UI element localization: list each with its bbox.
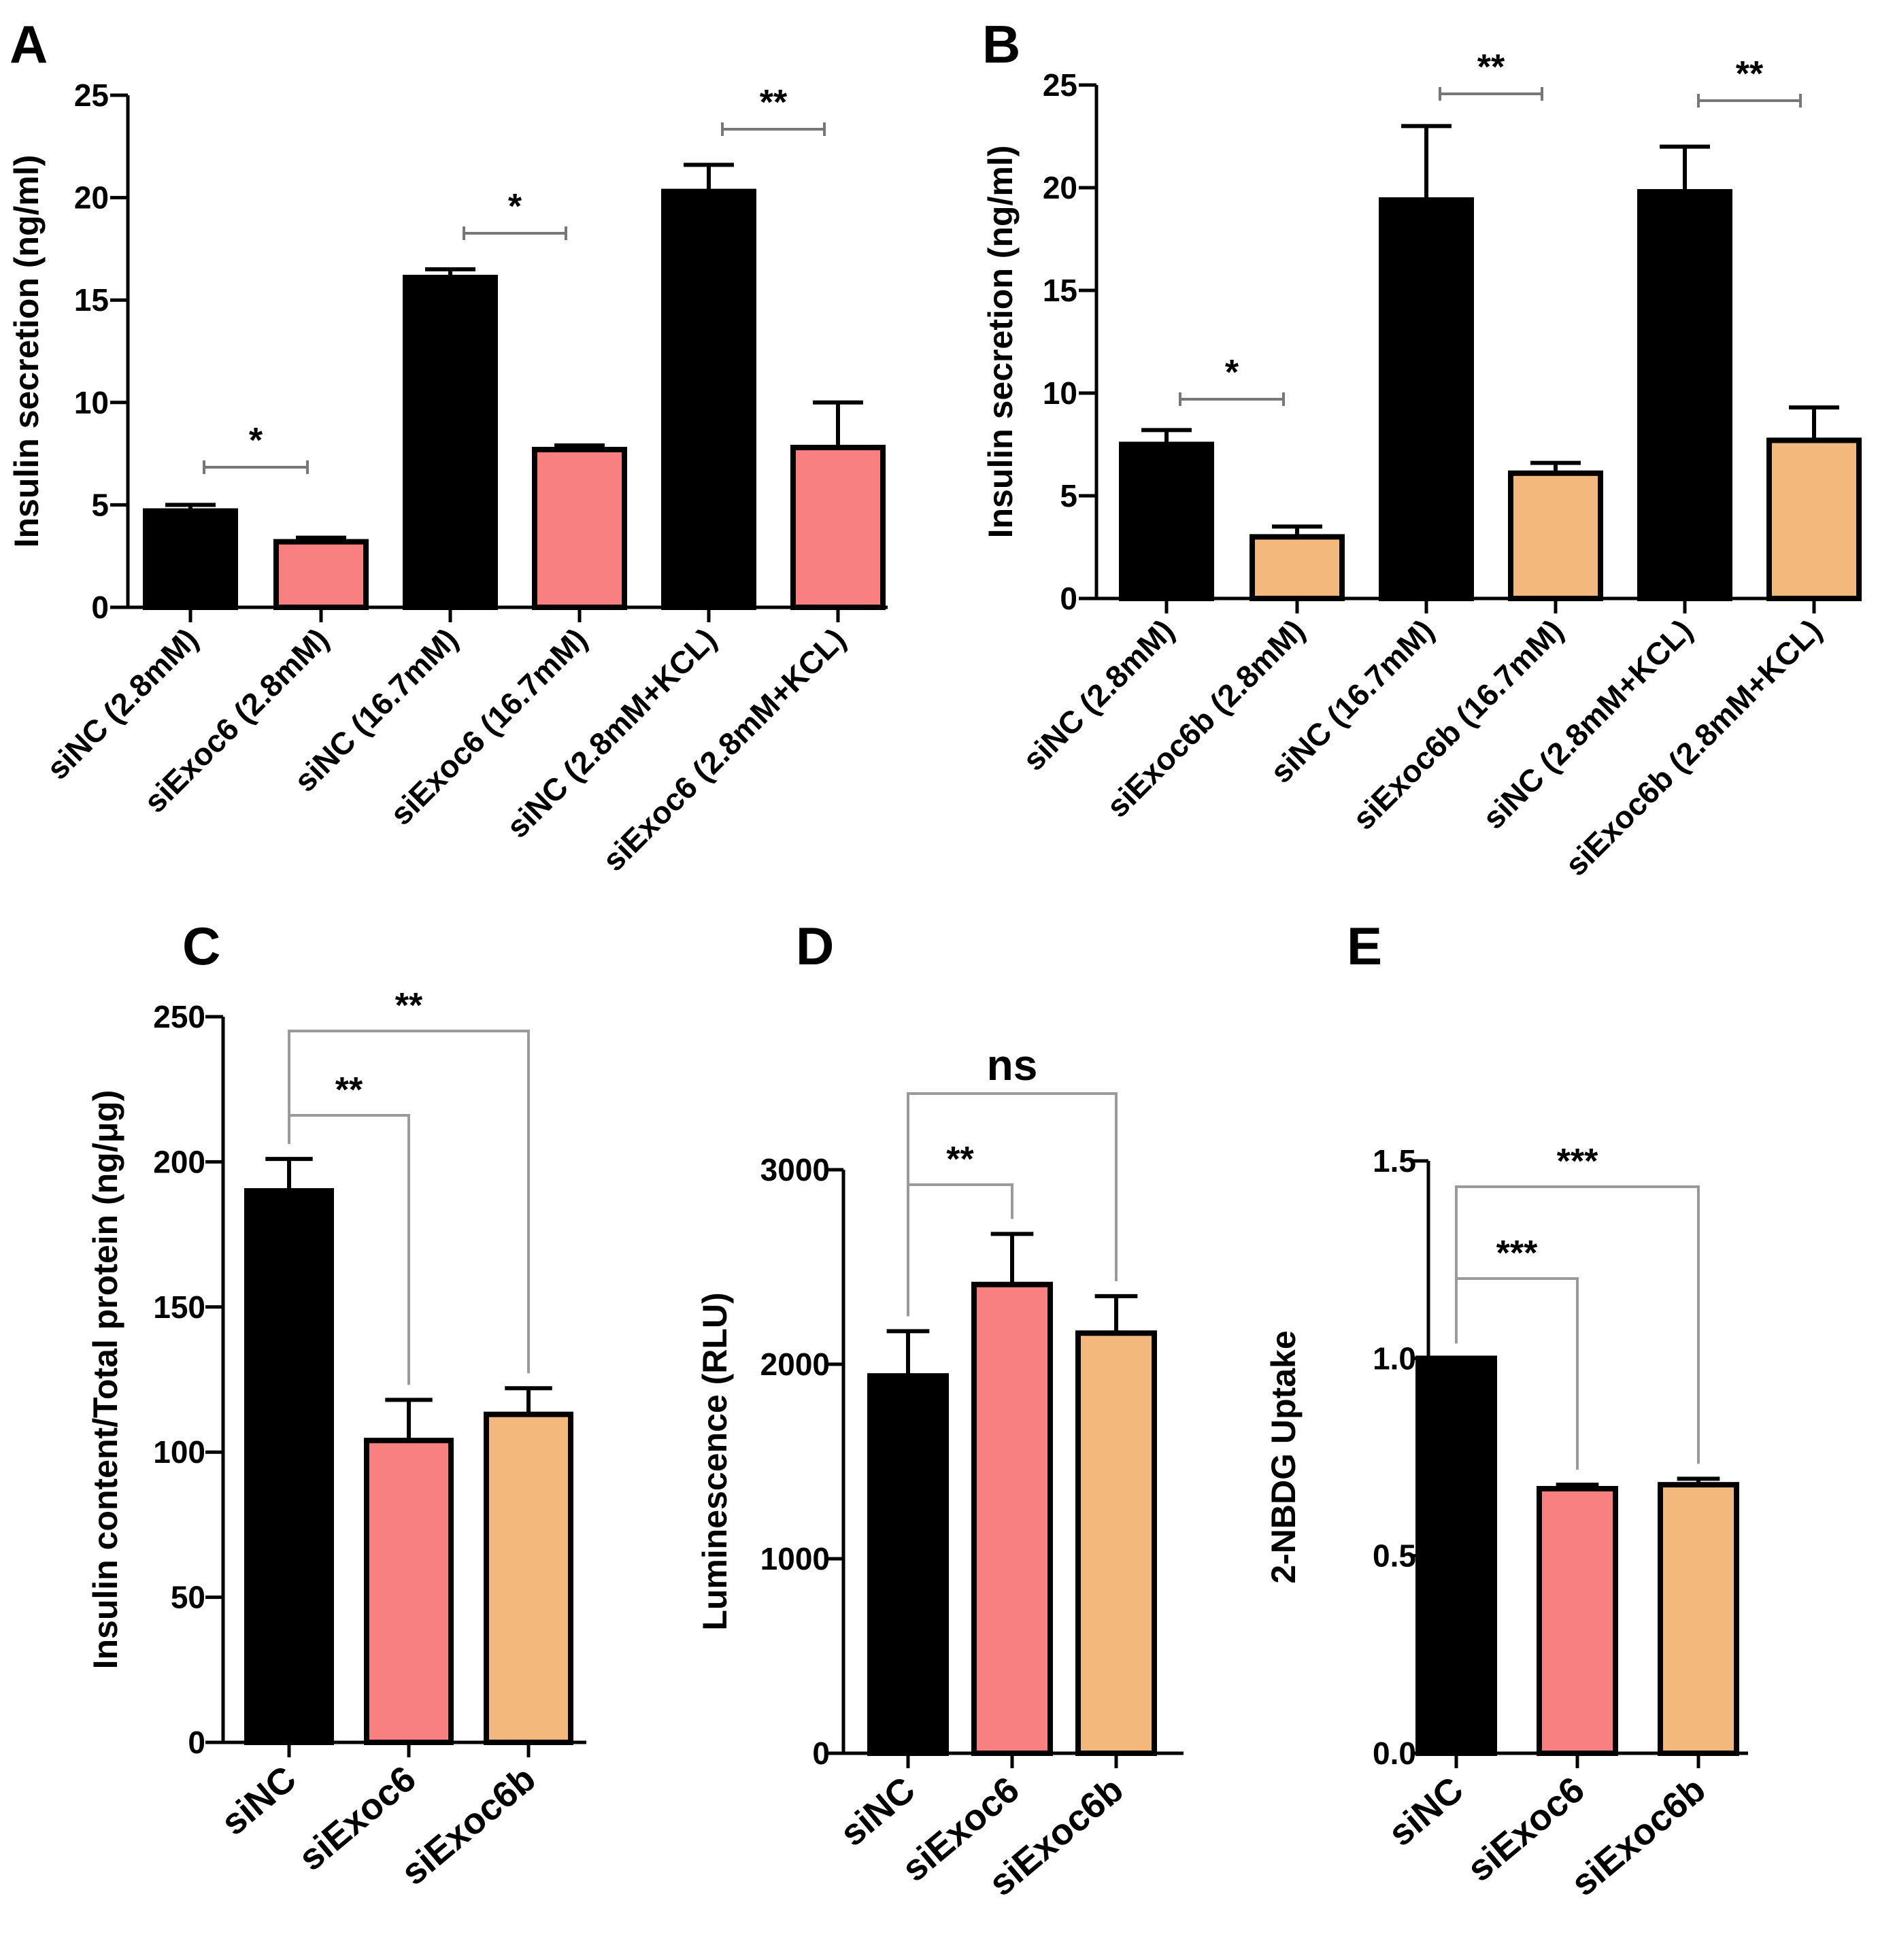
panel-letter: D	[796, 916, 834, 976]
y-tick-label: 25	[1043, 67, 1077, 103]
x-tick-label: siExoc6 (2.8mM+KCL)	[596, 621, 853, 878]
y-axis-title: Insulin secretion (ng/ml)	[7, 155, 46, 548]
bar-siexoc6b	[1075, 1330, 1157, 1756]
panel-letter: C	[182, 916, 220, 976]
x-tick-label: siNC	[833, 1769, 923, 1854]
y-tick-label: 0	[188, 1725, 205, 1760]
y-tick-label: 1.0	[1373, 1340, 1416, 1376]
panel-letter: A	[10, 14, 48, 74]
y-tick-label: 3000	[760, 1152, 830, 1187]
bar-sinc	[1415, 1355, 1497, 1757]
x-tick-label: siExoc6b (2.8mM+KCL)	[1558, 612, 1828, 882]
bar-sinc	[244, 1188, 334, 1745]
bar-sinc	[661, 188, 756, 610]
y-tick-label: 10	[74, 385, 109, 420]
significance-label: **	[1477, 48, 1505, 87]
y-tick-label: 20	[1043, 170, 1077, 205]
x-tick-label: siExoc6b (16.7mM)	[1345, 612, 1570, 837]
significance-label: **	[760, 83, 788, 122]
bar-siexoc6b	[1250, 534, 1345, 602]
panel-e: E0.00.51.01.52-NBDG UptakesiNCsiExoc6siE…	[1264, 916, 1748, 1904]
bar-sinc	[1637, 189, 1732, 602]
significance-bracket	[1455, 1185, 1700, 1464]
significance-label: *	[1225, 353, 1239, 392]
significance-label: *	[249, 421, 263, 460]
y-axis-title: Insulin content/Total protein (ng/μg)	[86, 1090, 124, 1670]
y-tick-label: 200	[153, 1144, 205, 1179]
bar-siexoc6	[273, 539, 369, 611]
x-tick-label: siExoc6b	[393, 1758, 543, 1893]
significance-label: ***	[1496, 1234, 1538, 1273]
bar-siexoc6b	[1658, 1482, 1739, 1757]
bar-sinc	[867, 1373, 949, 1757]
y-tick-label: 20	[74, 180, 109, 216]
bar-siexoc6	[364, 1438, 454, 1745]
y-tick-label: 250	[153, 999, 205, 1034]
y-axis-title: Luminescence (RLU)	[696, 1292, 734, 1630]
significance-label: **	[1736, 54, 1764, 94]
y-tick-label: 5	[91, 487, 109, 522]
y-axis-title: 2-NBDG Uptake	[1264, 1330, 1303, 1583]
x-tick-label: siNC (2.8mM+KCL)	[499, 621, 723, 845]
y-tick-label: 15	[1043, 273, 1077, 308]
y-tick-label: 0	[91, 590, 109, 625]
significance-bracket	[288, 1030, 530, 1374]
significance-bracket	[907, 1092, 1118, 1317]
y-tick-label: 2000	[760, 1347, 830, 1382]
bar-siexoc6	[790, 445, 886, 611]
y-tick-label: 100	[153, 1434, 205, 1470]
significance-label: *	[508, 187, 522, 226]
x-tick-label: siNC	[1381, 1769, 1471, 1854]
x-tick-label: siNC	[214, 1758, 304, 1843]
x-tick-label: siExoc6b	[1563, 1769, 1713, 1904]
y-tick-label: 150	[153, 1289, 205, 1325]
bar-siexoc6b	[1766, 437, 1862, 602]
y-tick-label: 15	[74, 282, 109, 318]
y-tick-label: 25	[74, 78, 109, 113]
significance-label: ***	[1557, 1142, 1598, 1181]
y-tick-label: 1.5	[1373, 1143, 1416, 1179]
bar-sinc	[1119, 441, 1214, 601]
y-tick-label: 0.0	[1373, 1736, 1416, 1771]
significance-label: **	[335, 1070, 363, 1110]
y-tick-label: 5	[1060, 478, 1077, 513]
bar-siexoc6	[971, 1281, 1053, 1756]
significance-label: **	[946, 1140, 974, 1179]
panel-a: A 0 5 10 15 20 25 Insulin secretion (ng/ml) siNC…	[7, 14, 888, 878]
panel-letter: B	[982, 14, 1020, 74]
x-tick-label: siNC (2.8mM+KCL)	[1475, 612, 1699, 836]
significance-label: ns	[987, 1041, 1038, 1089]
bar-sinc	[143, 508, 238, 610]
bar-sinc	[403, 275, 498, 610]
bar-siexoc6b	[484, 1411, 573, 1746]
significance-label: **	[395, 986, 423, 1026]
bar-sinc	[1379, 197, 1474, 601]
bar-siexoc6	[532, 447, 627, 610]
panel-letter: E	[1347, 916, 1382, 976]
bar-siexoc6b	[1508, 470, 1603, 602]
panel-b: B 0 5 10 15 20 25 Insulin secretion (ng/ml) siNC…	[982, 14, 1862, 883]
y-tick-label: 50	[171, 1580, 205, 1615]
y-tick-label: 0	[812, 1736, 830, 1771]
panel-c: C 0 50 100 150 200 250 Insulin content/Total pr…	[86, 916, 586, 1893]
bar-siexoc6	[1537, 1485, 1618, 1757]
y-axis-title: Insulin secretion (ng/ml)	[982, 146, 1020, 539]
y-tick-label: 0	[1060, 581, 1077, 616]
y-tick-label: 0.5	[1373, 1538, 1416, 1574]
y-tick-label: 10	[1043, 375, 1077, 411]
y-tick-label: 1000	[760, 1541, 830, 1576]
